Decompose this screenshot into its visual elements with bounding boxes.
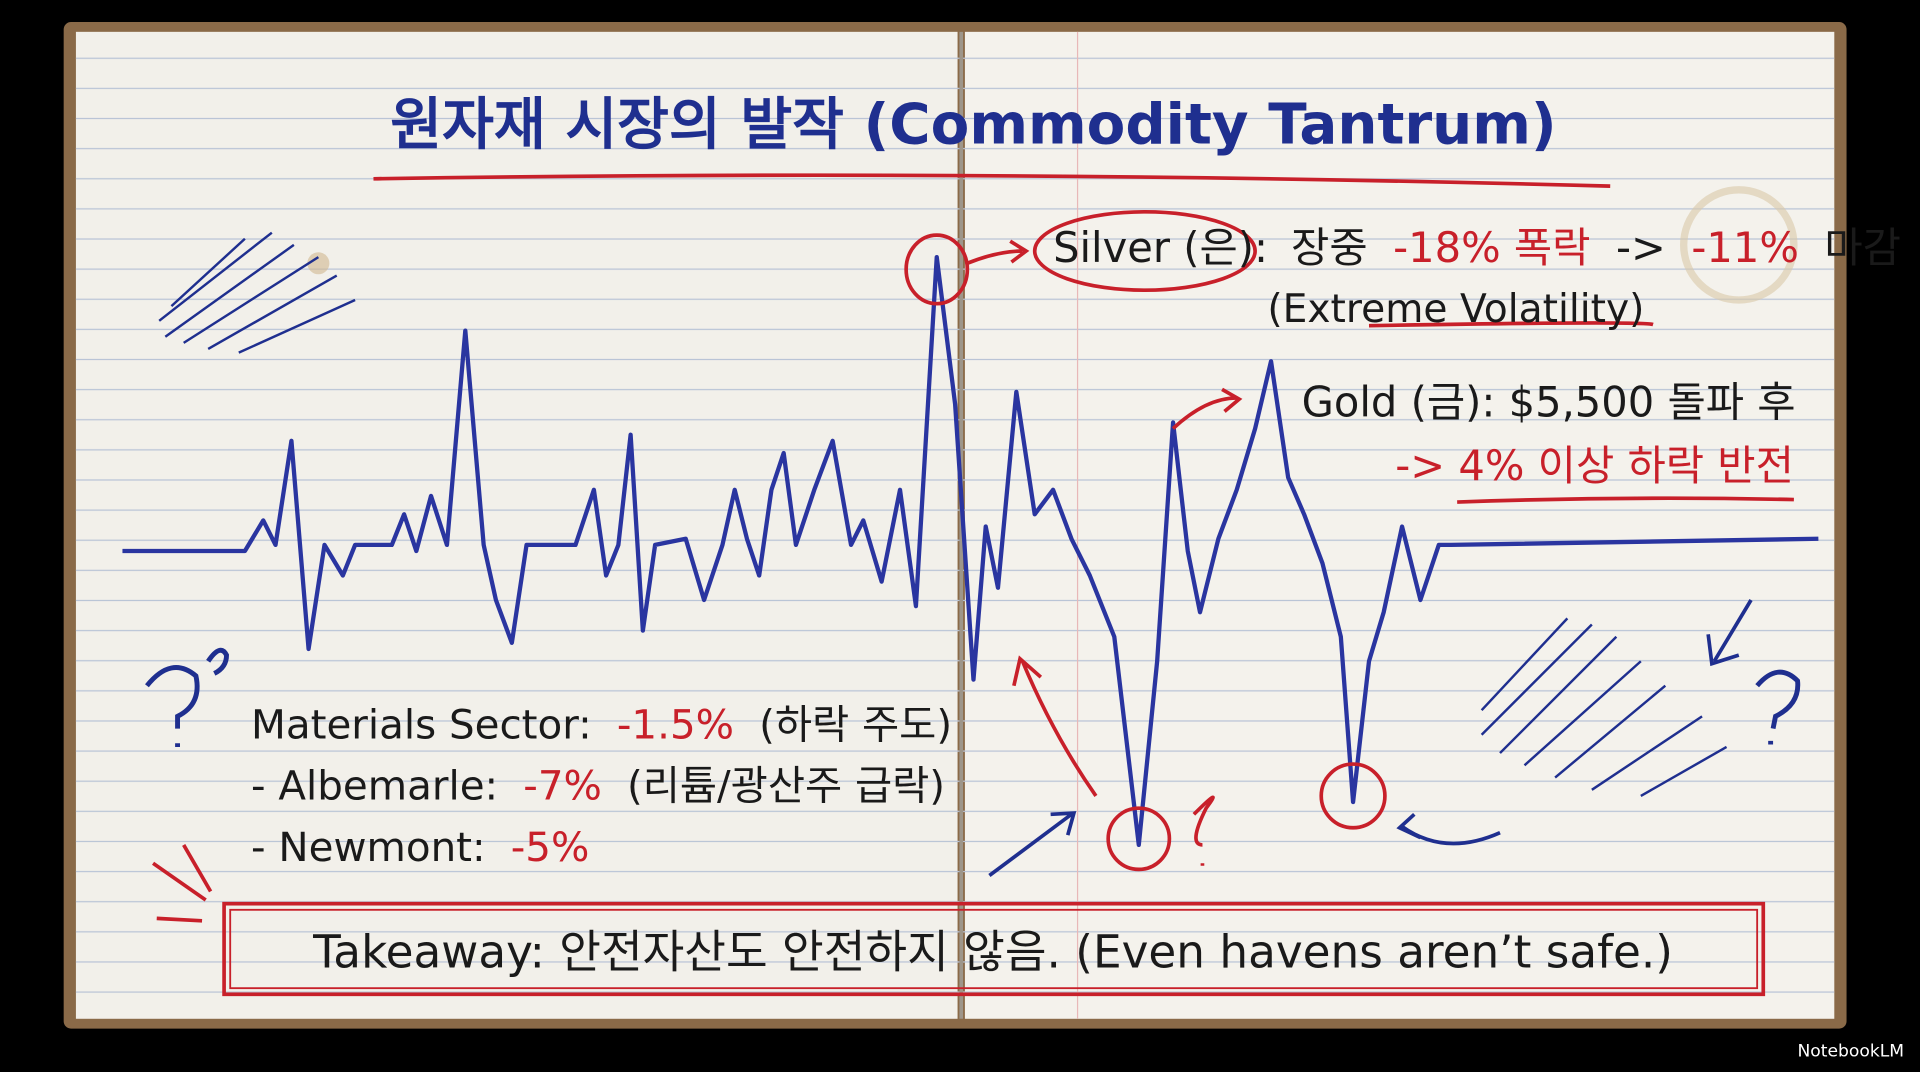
item-note: (리튬/광산주 급락) <box>627 762 945 810</box>
silver-text: 마감 <box>1824 223 1901 272</box>
arrow <box>1396 812 1501 846</box>
title-underline <box>373 173 1611 188</box>
sector-note: (하락 주도) <box>759 700 952 748</box>
sector-value: -1.5% <box>617 700 734 748</box>
silver-annotation: Silver (은): 장중 -18% 폭락 -> -11% 마감 <box>1053 223 1901 272</box>
question-doodle <box>145 647 229 747</box>
arrow <box>988 811 1077 877</box>
takeaway-box <box>222 901 1766 997</box>
sector-line: Materials Sector: -1.5% (하락 주도) <box>251 700 952 748</box>
watermark: NotebookLM <box>1797 1042 1904 1062</box>
silver-text: 장중 <box>1291 223 1368 272</box>
silver-note: (Extreme Volatility) <box>1267 287 1644 332</box>
takeaway-box-inner <box>229 908 1759 990</box>
item-name: - Albemarle: <box>251 762 498 810</box>
emphasis-marks <box>152 843 213 923</box>
question-doodle <box>1755 669 1801 745</box>
gold-reversal: -> 4% 이상 하락 반전 <box>1395 441 1794 490</box>
silver-label: Silver (은): <box>1053 223 1268 272</box>
hatching <box>1480 617 1728 797</box>
item-value: -5% <box>511 823 590 871</box>
sector-item: - Albemarle: -7% (리튬/광산주 급락) <box>251 762 945 810</box>
coffee-stain <box>1680 186 1798 304</box>
title: 원자재 시장의 발작 (Commodity Tantrum) <box>390 92 1556 157</box>
volatility-line <box>122 255 1819 848</box>
silver-drop: -18% 폭락 <box>1393 223 1590 272</box>
sector-item: - Newmont: -5% <box>251 823 589 871</box>
gold-label: Gold (금): $5,500 돌파 후 <box>1302 377 1796 426</box>
silver-close: -11% <box>1691 223 1799 272</box>
takeaway: Takeaway: 안전자산도 안전하지 않음. (Even havens ar… <box>312 925 1673 978</box>
sector-label: Materials Sector: <box>251 700 592 748</box>
silver-arrow: -> <box>1616 223 1666 272</box>
item-name: - Newmont: <box>251 823 486 871</box>
callouts <box>904 210 1794 872</box>
item-value: -7% <box>523 762 602 810</box>
arrow <box>1706 599 1753 667</box>
stain <box>307 252 330 275</box>
hatching <box>158 231 356 354</box>
ruled-lines <box>75 31 1835 1019</box>
